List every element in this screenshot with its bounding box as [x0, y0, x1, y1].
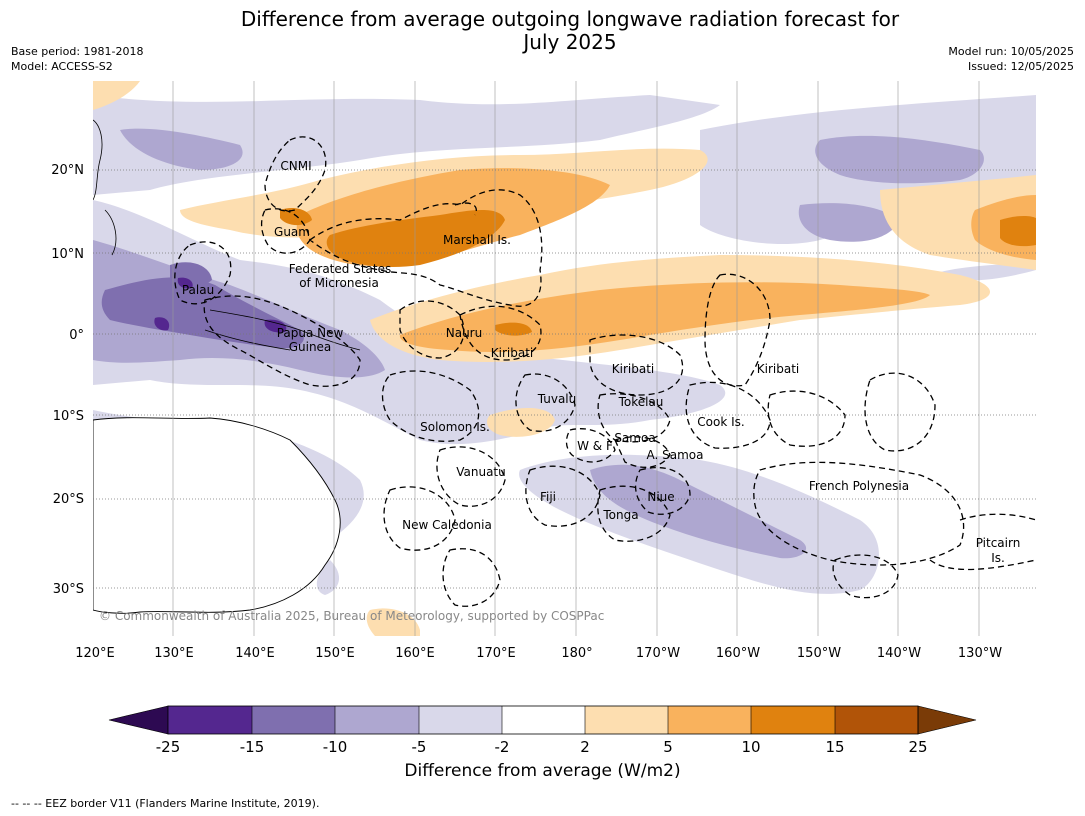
region-label-kiribati: Kiribati [491, 346, 533, 360]
eez-footnote: -- -- -- EEZ border V11 (Flanders Marine… [11, 797, 320, 810]
region-label-vanuatu: Vanuatu [456, 465, 506, 479]
region-label-samoa: Samoa [614, 431, 655, 445]
region-label-tuvalu: Tuvalu [537, 392, 577, 406]
lat-tick-label: 20°S [53, 492, 84, 507]
lon-tick-label: 160°E [395, 646, 435, 661]
region-label-marshall: Marshall Is. [443, 233, 511, 247]
base-period: Base period: 1981-2018 [11, 45, 144, 58]
colorbar-tick-label: 15 [825, 738, 844, 756]
colorbar-tick-label: -25 [156, 738, 181, 756]
meta-left: Base period: 1981-2018 Model: ACCESS-S2 [11, 44, 143, 74]
colorbar-tick-label: 2 [580, 738, 590, 756]
lat-tick-label: 10°N [51, 247, 84, 262]
region-label-palau: Palau [182, 283, 214, 297]
lon-tick-label: 140°E [235, 646, 275, 661]
lon-tick-label: 130°W [958, 646, 1002, 661]
lon-tick-label: 150°E [315, 646, 355, 661]
region-label-kiribati: Kiribati [612, 362, 654, 376]
issued-date: Issued: 12/05/2025 [967, 60, 1074, 73]
colorbar-title: Difference from average (W/m2) [404, 761, 681, 781]
region-label-asamoa: A. Samoa [647, 448, 704, 462]
lon-tick-label: 180° [561, 646, 592, 661]
region-label-fsm: of Micronesia [299, 276, 379, 290]
map-title: Difference from average outgoing longwav… [0, 8, 1085, 54]
region-label-wf: W & F [577, 439, 613, 453]
lon-tick-label: 170°W [636, 646, 680, 661]
colorbar-segment [668, 706, 751, 734]
colorbar-segment [835, 706, 918, 734]
lat-tick-label: 0° [69, 328, 84, 343]
region-label-fiji: Fiji [540, 490, 556, 504]
colorbar-tick-label: 25 [908, 738, 927, 756]
lon-tick-label: 130°E [154, 646, 194, 661]
lon-tick-label: 120°E [75, 646, 115, 661]
region-label-pitcairn: Pitcairn [976, 536, 1021, 550]
colorbar-tick-label: 10 [741, 738, 760, 756]
region-label-fsm: Federated States [289, 262, 391, 276]
lon-tick-label: 150°W [797, 646, 841, 661]
colorbar: -25 -15 -10 -5 -2 2 5 10 15 25 [108, 705, 977, 756]
colorbar-extend-high [917, 705, 977, 735]
lon-tick-label: 160°W [716, 646, 760, 661]
lon-tick-label: 170°E [476, 646, 516, 661]
lat-tick-label: 30°S [53, 582, 84, 597]
colorbar-segment [502, 706, 585, 734]
region-label-cnmi: CNMI [280, 159, 311, 173]
colorbar-segment [168, 706, 252, 734]
region-label-guam: Guam [274, 225, 310, 239]
lat-tick-label: 20°N [51, 163, 84, 178]
model-name: Model: ACCESS-S2 [11, 60, 113, 73]
meta-right: Model run: 10/05/2025 Issued: 12/05/2025 [948, 44, 1074, 74]
colorbar-tick-label: -2 [495, 738, 510, 756]
lat-tick-label: 10°S [53, 409, 84, 424]
colorbar-segment [419, 706, 502, 734]
colorbar-segment [585, 706, 668, 734]
colorbar-segment [252, 706, 335, 734]
title-line-2: July 2025 [523, 30, 617, 54]
region-label-png: Guinea [289, 340, 332, 354]
colorbar-extend-low [108, 705, 169, 735]
eez-borders [174, 136, 1036, 607]
region-label-tonga: Tonga [602, 508, 638, 522]
region-label-nauru: Nauru [446, 326, 482, 340]
region-label-png: Papua New [277, 326, 344, 340]
title-line-1: Difference from average outgoing longwav… [240, 7, 900, 31]
region-label-french-polynesia: French Polynesia [809, 479, 909, 493]
colorbar-segment [751, 706, 835, 734]
colorbar-tick-label: -10 [323, 738, 348, 756]
region-label-cook: Cook Is. [697, 415, 744, 429]
colorbar-tick-label: -15 [240, 738, 265, 756]
region-label-tokelau: Tokelau [618, 395, 664, 409]
colorbar-tick-label: -5 [412, 738, 427, 756]
copyright-notice: © Commonwealth of Australia 2025, Bureau… [99, 609, 605, 623]
region-label-pitcairn: Is. [991, 551, 1005, 565]
colorbar-tick-label: 5 [663, 738, 673, 756]
anomaly-field [93, 81, 1036, 636]
lon-tick-label: 140°W [877, 646, 921, 661]
region-label-solomon: Solomon Is. [420, 420, 490, 434]
region-label-new-caledonia: New Caledonia [402, 518, 492, 532]
model-run: Model run: 10/05/2025 [948, 45, 1074, 58]
region-label-kiribati: Kiribati [757, 362, 799, 376]
colorbar-segment [335, 706, 419, 734]
region-label-niue: Niue [647, 490, 674, 504]
